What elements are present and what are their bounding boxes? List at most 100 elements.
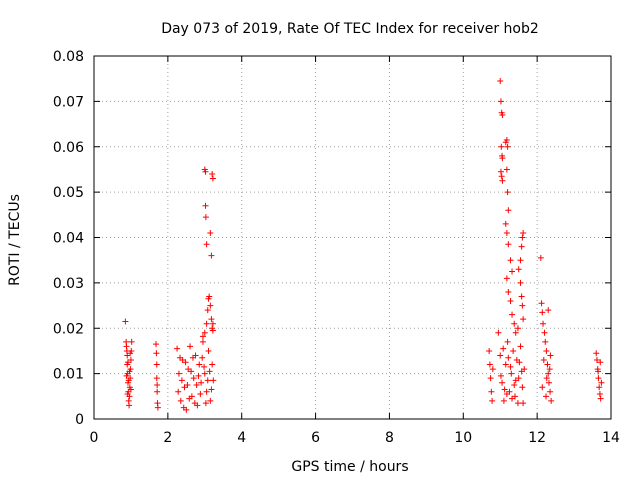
data-point-plus [541,329,548,336]
data-point-plus [199,338,206,345]
data-point-plus [499,155,506,162]
data-point-plus [548,397,555,404]
data-point-plus [207,302,214,309]
data-point-plus [184,381,191,388]
data-point-plus [511,320,518,327]
x-tick-label: 12 [528,430,546,446]
data-point-plus [504,189,511,196]
data-point-plus [197,391,204,398]
data-point-plus [153,350,160,357]
data-point-plus [503,229,510,236]
data-point-plus [539,384,546,391]
data-point-plus [508,370,515,377]
data-point-plus [543,393,550,400]
data-point-plus [540,357,547,364]
data-point-plus [125,377,132,384]
data-point-plus [209,320,216,327]
data-point-plus [500,345,507,352]
data-point-plus [489,366,496,373]
data-point-plus [486,347,493,354]
data-point-plus [209,327,216,334]
data-point-plus [174,345,181,352]
x-tick-label: 2 [163,430,172,446]
data-point-plus [596,391,603,398]
data-point-plus [593,357,600,364]
data-point-plus [498,143,505,150]
data-point-plus [507,298,514,305]
data-point-plus [512,329,519,336]
data-point-plus [514,325,521,332]
data-point-plus [517,257,524,264]
data-point-plus [127,386,134,393]
data-point-plus [204,307,211,314]
data-point-plus [545,370,552,377]
data-point-plus [154,404,161,411]
data-point-plus [489,397,496,404]
chart-title: Day 073 of 2019, Rate Of TEC Index for r… [161,21,539,37]
data-point-plus [153,375,160,382]
data-point-plus [209,170,216,177]
data-point-plus [520,229,527,236]
data-point-plus [188,368,195,375]
data-point-plus [497,98,504,105]
data-point-plus [545,379,552,386]
data-point-plus [202,168,209,175]
x-tick-label: 0 [90,430,99,446]
data-point-plus [505,241,512,248]
data-point-plus [503,391,510,398]
data-point-plus [126,368,133,375]
x-tick-label: 4 [237,430,246,446]
y-tick-label: 0 [75,412,84,428]
data-point-plus [499,177,506,184]
data-point-plus [501,386,508,393]
x-tick-label: 14 [602,430,620,446]
data-point-plus [187,343,194,350]
data-point-plus [595,375,602,382]
data-point-plus [538,300,545,307]
data-point-plus [517,279,524,286]
data-point-plus [497,352,504,359]
data-point-plus [124,391,131,398]
y-tick-label: 0.07 [53,94,84,110]
data-point-plus [182,359,189,366]
data-point-plus [203,388,210,395]
data-point-plus [495,329,502,336]
data-point-plus [208,252,215,259]
data-point-plus [511,381,518,388]
data-point-plus [498,173,505,180]
y-tick-label: 0.03 [53,276,84,292]
data-point-plus [486,361,493,368]
data-point-plus [123,372,130,379]
data-point-plus [504,338,511,345]
data-point-plus [178,377,185,384]
data-point-plus [499,379,506,386]
data-point-plus [206,293,213,300]
data-point-plus [153,341,160,348]
x-tick-label: 6 [311,430,320,446]
data-point-plus [208,386,215,393]
data-point-plus [542,338,549,345]
y-tick-label: 0.08 [53,49,84,65]
data-point-plus [509,268,516,275]
data-point-plus [509,395,516,402]
data-point-plus [195,372,202,379]
data-point-plus [208,316,215,323]
data-point-plus [124,359,131,366]
data-point-plus [519,384,526,391]
data-point-plus [154,381,161,388]
data-points [122,77,605,413]
data-point-plus [199,354,206,361]
data-point-plus [205,347,212,354]
data-point-plus [207,397,214,404]
y-tick-label: 0.02 [53,321,84,337]
data-point-plus [209,361,216,368]
data-point-plus [597,395,604,402]
data-point-plus [202,202,209,209]
data-point-plus [520,400,527,407]
axis-tick-labels: 0 2 4 6 8 10 12 14 0 0.01 0.02 0.03 0.04 0.05 0.06 0.07… [53,49,620,446]
data-point-plus [510,347,517,354]
data-point-plus [128,338,135,345]
x-tick-label: 10 [454,430,472,446]
data-point-plus [503,136,510,143]
